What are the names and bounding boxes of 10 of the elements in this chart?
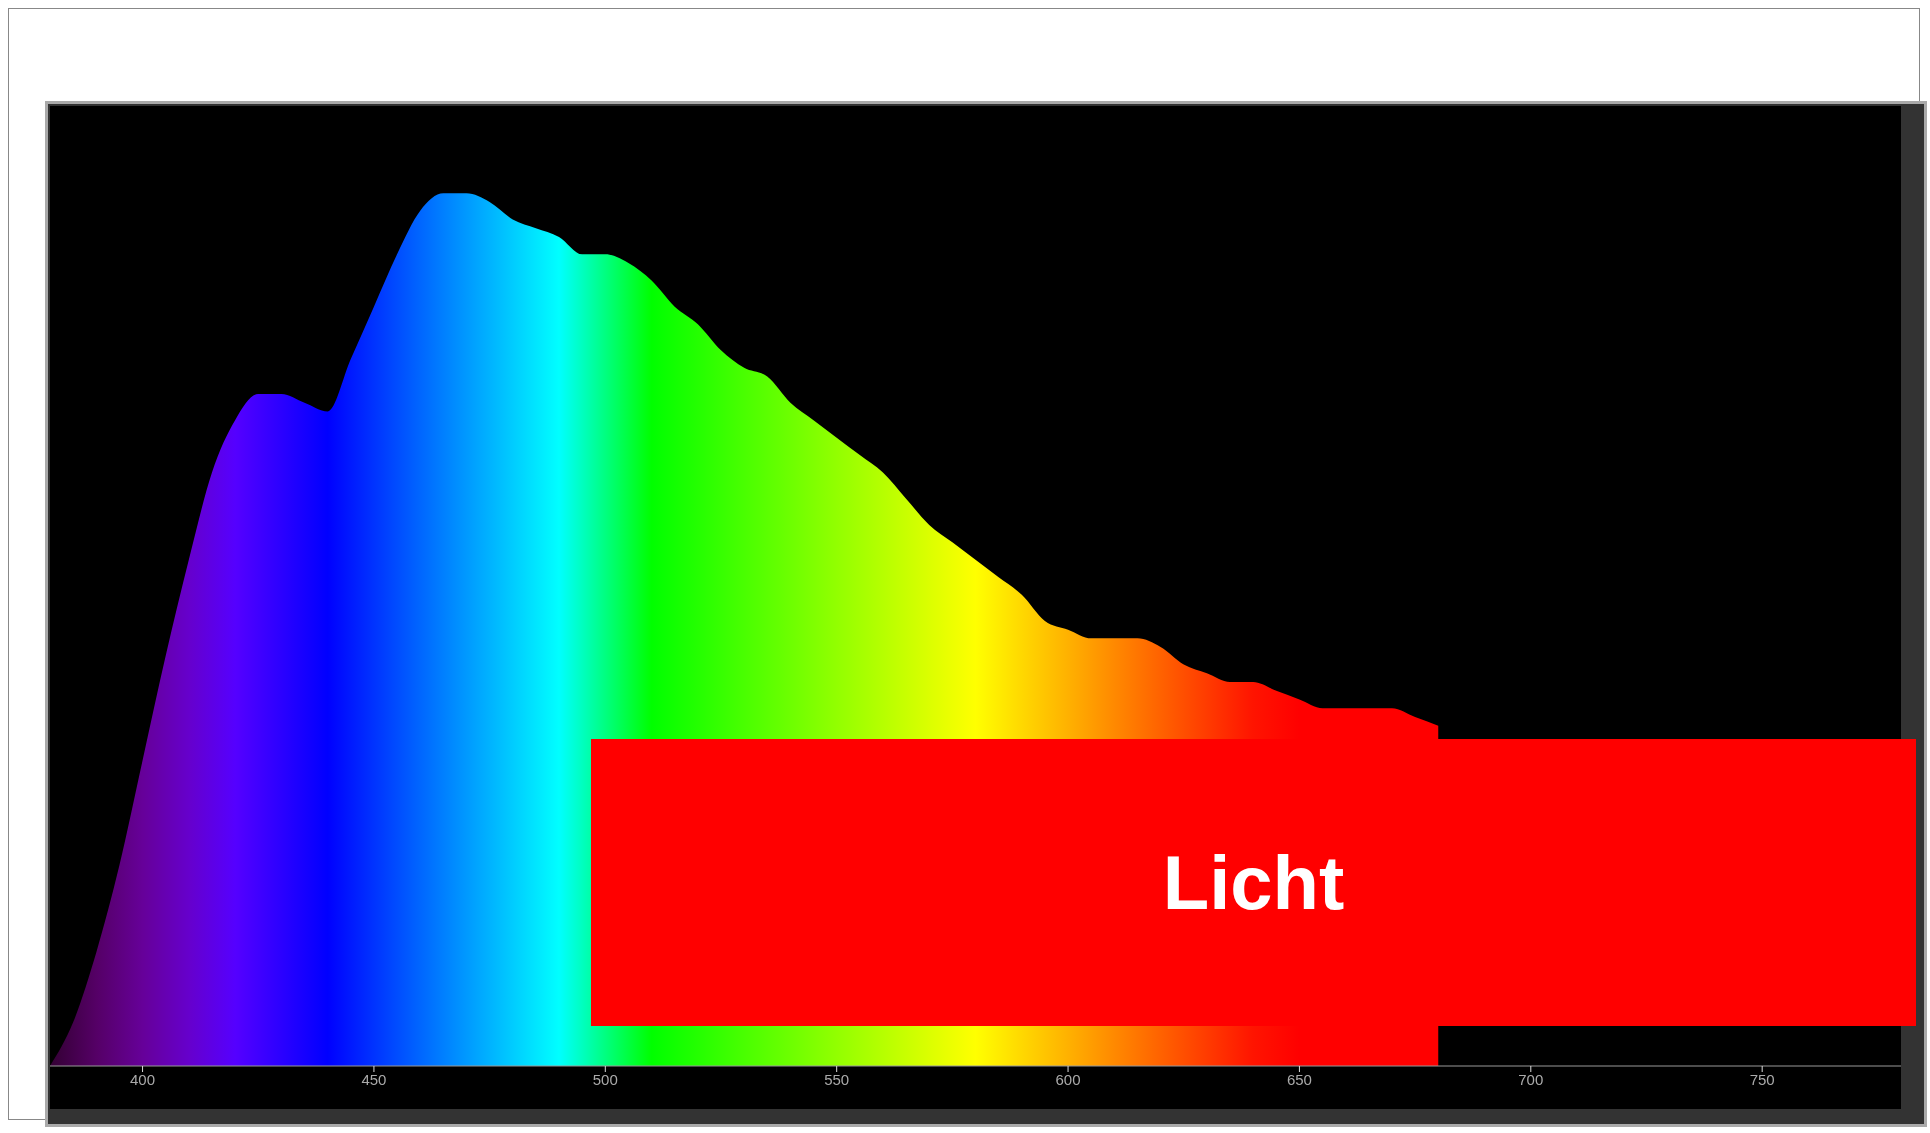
x-tick-label: 550 bbox=[824, 1070, 850, 1088]
label-box: Licht bbox=[591, 739, 1916, 1026]
x-tick-label: 600 bbox=[1055, 1070, 1081, 1088]
x-tick-label: 400 bbox=[130, 1070, 156, 1088]
x-tick-label: 450 bbox=[361, 1070, 387, 1088]
x-tick-label: 650 bbox=[1286, 1070, 1312, 1088]
x-tick-label: 700 bbox=[1518, 1070, 1544, 1088]
annotation: Licht bbox=[1162, 839, 1345, 926]
x-tick-label: 750 bbox=[1749, 1070, 1775, 1088]
x-tick-label: 500 bbox=[592, 1070, 618, 1088]
